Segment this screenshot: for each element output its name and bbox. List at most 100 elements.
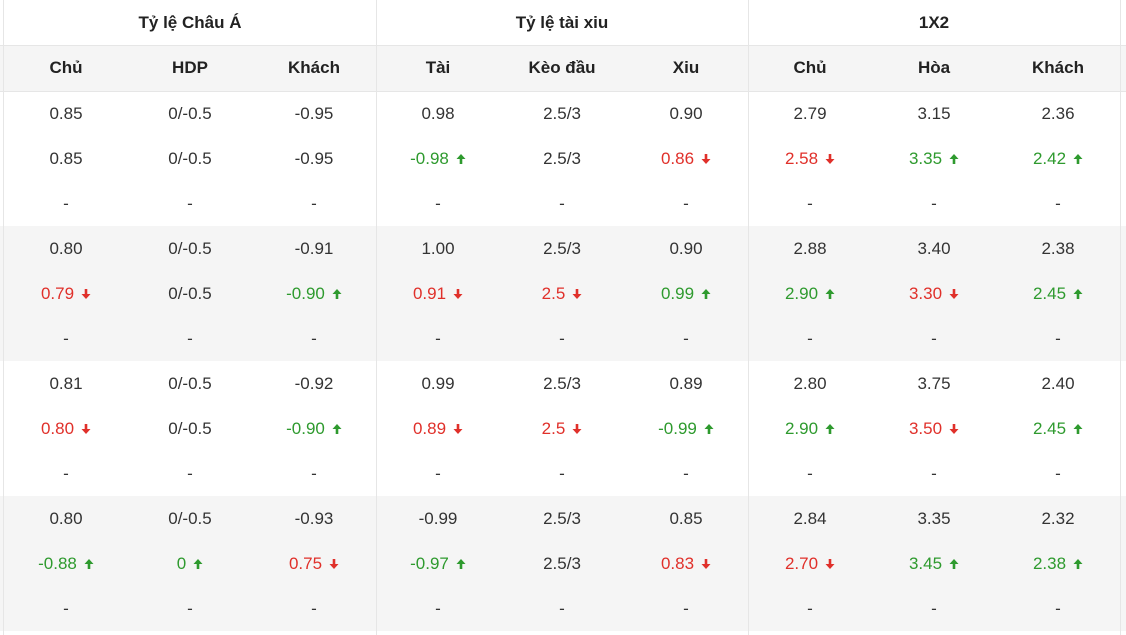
odds-value: 2.5/3 <box>543 553 581 573</box>
trend-arrow <box>329 558 339 569</box>
odds-value: -0.93 <box>294 508 334 528</box>
odds-value: 0 <box>176 553 187 573</box>
odds-cell: 2.5/3 <box>500 226 624 271</box>
odds-cell: 0/-0.5 <box>128 271 252 316</box>
odds-value: 0.89 <box>669 373 703 393</box>
odds-value: 2.45 <box>1032 283 1067 303</box>
odds-cell: 0.79 <box>4 271 128 316</box>
odds-cell: 2.5/3 <box>500 541 624 586</box>
odds-value: 2.5/3 <box>543 103 581 123</box>
odds-cell: 0.85 <box>4 91 128 136</box>
odds-cell: - <box>500 181 624 226</box>
odds-value: -0.91 <box>294 238 334 258</box>
odds-value: - <box>187 328 193 348</box>
odds-cell: - <box>624 181 748 226</box>
odds-value: - <box>1055 193 1061 213</box>
odds-value: 0.85 <box>669 508 703 528</box>
column-header: Chủ <box>49 58 83 77</box>
odds-value: - <box>559 328 565 348</box>
odds-cell: - <box>624 451 748 496</box>
odds-cell: -0.93 <box>252 496 376 541</box>
odds-cell: - <box>996 586 1120 631</box>
odds-cell: -0.99 <box>376 496 500 541</box>
trend-arrow <box>825 558 835 569</box>
trend-arrow <box>1073 423 1083 434</box>
odds-cell: 2.36 <box>996 91 1120 136</box>
trend-arrow <box>1073 153 1083 164</box>
odds-value: -0.90 <box>286 418 325 438</box>
group-header: Tỷ lệ Châu Á <box>138 12 242 32</box>
odds-cell: 2.45 <box>996 271 1120 316</box>
odds-cell: 2.90 <box>748 271 872 316</box>
odds-value: 2.70 <box>784 553 819 573</box>
odds-cell: - <box>872 316 996 361</box>
odds-value: - <box>187 598 193 618</box>
odds-cell: 0/-0.5 <box>128 361 252 406</box>
odds-cell: 0.98 <box>376 91 500 136</box>
odds-value: 2.90 <box>784 418 819 438</box>
odds-cell: - <box>748 316 872 361</box>
odds-value: - <box>559 193 565 213</box>
odds-value: 0.89 <box>412 418 447 438</box>
odds-cell: - <box>748 181 872 226</box>
odds-value: 2.79 <box>793 103 827 123</box>
odds-value: 0.85 <box>49 148 83 168</box>
trend-arrow <box>825 153 835 164</box>
odds-value: 0.81 <box>49 373 83 393</box>
odds-value: 0/-0.5 <box>168 148 212 168</box>
odds-cell: 3.30 <box>872 271 996 316</box>
odds-value: - <box>187 193 193 213</box>
odds-value: 2.5 <box>541 418 566 438</box>
odds-value: 2.5/3 <box>543 508 581 528</box>
odds-value: 0.79 <box>40 283 75 303</box>
odds-cell: 3.75 <box>872 361 996 406</box>
odds-cell: 0.80 <box>4 406 128 451</box>
odds-value: 3.35 <box>917 508 951 528</box>
odds-value: 0.98 <box>421 103 455 123</box>
odds-cell: - <box>128 316 252 361</box>
odds-cell: -0.91 <box>252 226 376 271</box>
odds-value: - <box>807 193 813 213</box>
odds-cell: - <box>4 316 128 361</box>
odds-cell: 2.90 <box>748 406 872 451</box>
odds-cell: - <box>996 316 1120 361</box>
odds-cell: 2.5/3 <box>500 496 624 541</box>
odds-cell: -0.90 <box>252 271 376 316</box>
trend-arrow <box>1073 288 1083 299</box>
group-header: Tỷ lệ tài xiu <box>515 12 609 32</box>
column-header: Khách <box>288 58 340 77</box>
odds-value: -0.98 <box>410 148 449 168</box>
odds-cell: - <box>128 451 252 496</box>
row-bg <box>0 226 1126 271</box>
odds-value: - <box>807 598 813 618</box>
odds-value: - <box>807 463 813 483</box>
odds-value: - <box>931 328 937 348</box>
odds-cell: 0.90 <box>624 91 748 136</box>
odds-cell: 1.00 <box>376 226 500 271</box>
odds-value: - <box>1055 328 1061 348</box>
odds-value: - <box>683 463 689 483</box>
odds-cell: - <box>376 181 500 226</box>
odds-cell: 0.75 <box>252 541 376 586</box>
odds-value: 2.5 <box>541 283 566 303</box>
column-header: Kèo đầu <box>528 58 596 77</box>
odds-value: 2.5/3 <box>543 373 581 393</box>
trend-arrow <box>1073 558 1083 569</box>
trend-arrow <box>949 423 959 434</box>
odds-value: - <box>435 328 441 348</box>
trend-arrow <box>704 423 714 434</box>
odds-cell: 3.40 <box>872 226 996 271</box>
odds-value: 3.45 <box>908 553 943 573</box>
trend-arrow <box>572 423 582 434</box>
trend-arrow <box>949 558 959 569</box>
odds-value: 0.85 <box>49 103 83 123</box>
v-border <box>3 0 4 635</box>
v-border <box>1120 0 1121 635</box>
odds-cell: - <box>252 451 376 496</box>
odds-cell: - <box>376 586 500 631</box>
odds-value: 0.83 <box>660 553 695 573</box>
odds-value: - <box>311 328 317 348</box>
odds-value: 0/-0.5 <box>168 508 212 528</box>
v-border <box>748 0 749 635</box>
odds-cell: 0.80 <box>4 226 128 271</box>
